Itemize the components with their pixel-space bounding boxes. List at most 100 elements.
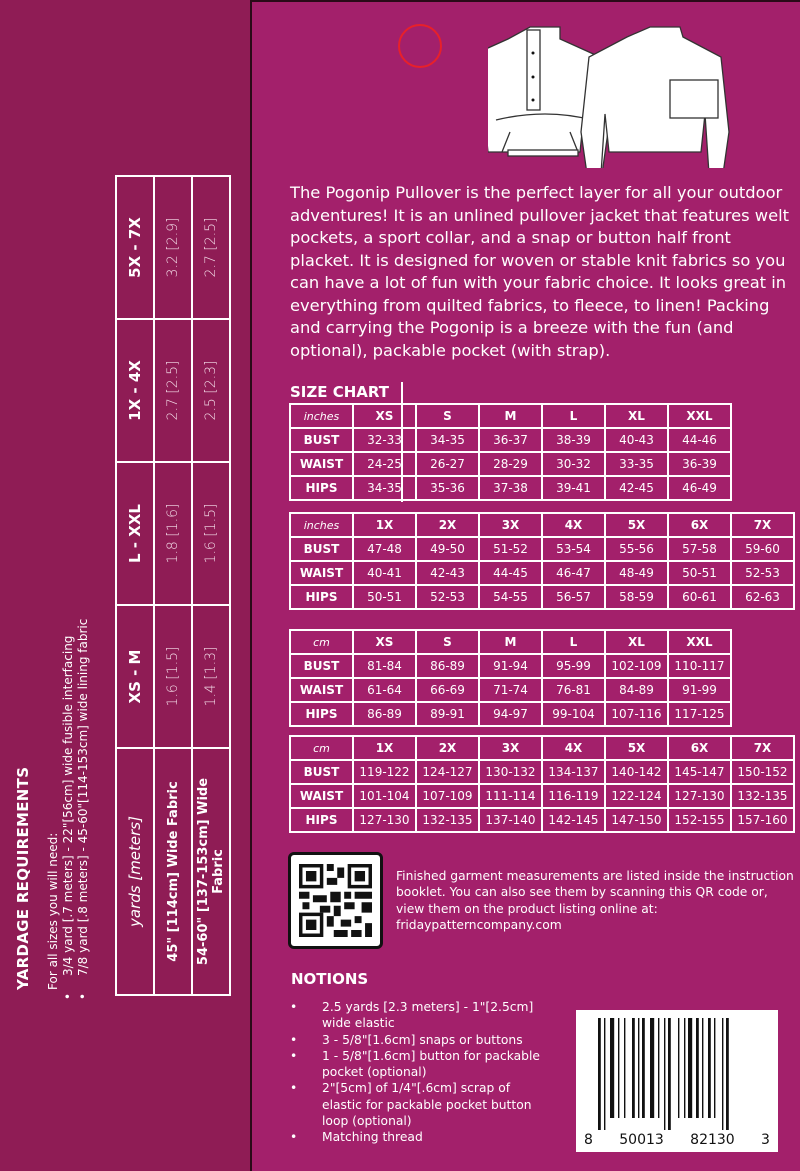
size-value: 91-94	[478, 653, 543, 679]
measurement-label: BUST	[289, 759, 354, 785]
barcode-bar	[668, 1018, 671, 1130]
measurement-label: HIPS	[289, 475, 354, 501]
barcode: 8 50013 82130 3	[576, 1010, 778, 1152]
size-value: 28-29	[478, 451, 543, 477]
size-header-row: cm 1X 2X 3X 4X 5X 6X 7X	[289, 735, 795, 761]
size-value: 150-152	[730, 759, 795, 785]
barcode-bars	[598, 1018, 729, 1130]
size-label: 2X	[415, 735, 480, 761]
notion-item: Matching thread	[290, 1129, 550, 1146]
size-value: 89-91	[415, 701, 480, 727]
barcode-bar	[678, 1018, 680, 1118]
size-label: XS	[352, 403, 417, 429]
barcode-bar	[664, 1018, 666, 1130]
barcode-bar	[604, 1018, 606, 1130]
yardage-cell: 1.6 [1.5]	[192, 462, 230, 605]
barcode-bar	[708, 1018, 711, 1118]
size-label: 7X	[730, 512, 795, 538]
size-value: 53-54	[541, 536, 606, 562]
size-label: 3X	[478, 512, 543, 538]
size-value: 62-63	[730, 584, 795, 610]
yardage-intro: For all sizes you will need: 3/4 yard [.…	[46, 619, 91, 990]
size-row: BUST 81-84 86-89 91-94 95-99 102-109 110-117	[289, 653, 732, 679]
size-value: 145-147	[667, 759, 732, 785]
red-circle-annotation	[398, 24, 442, 68]
size-value: 36-37	[478, 427, 543, 453]
size-value: 26-27	[415, 451, 480, 477]
size-value: 117-125	[667, 701, 732, 727]
barcode-bar	[618, 1018, 620, 1118]
text-cursor-line	[401, 382, 403, 502]
size-value: 110-117	[667, 653, 732, 679]
barcode-bar	[598, 1018, 601, 1130]
size-row: BUST 32-33 34-35 36-37 38-39 40-43 44-46	[289, 427, 732, 453]
size-value: 52-53	[730, 560, 795, 586]
size-value: 42-45	[604, 475, 669, 501]
size-value: 50-51	[352, 584, 417, 610]
size-value: 39-41	[541, 475, 606, 501]
size-value: 47-48	[352, 536, 417, 562]
size-value: 122-124	[604, 783, 669, 809]
size-label: 1X	[352, 512, 417, 538]
size-value: 101-104	[352, 783, 417, 809]
size-label: L	[541, 403, 606, 429]
size-value: 58-59	[604, 584, 669, 610]
size-value: 84-89	[604, 677, 669, 703]
size-value: 34-35	[352, 475, 417, 501]
yardage-cell: 2.5 [2.3]	[192, 319, 230, 462]
size-label: S	[415, 403, 480, 429]
size-label: 6X	[667, 512, 732, 538]
size-row: HIPS 50-51 52-53 54-55 56-57 58-59 60-61 62-63	[289, 584, 795, 610]
notions-title: NOTIONS	[291, 970, 369, 988]
size-label: XL	[604, 403, 669, 429]
size-value: 152-155	[667, 807, 732, 833]
size-value: 132-135	[730, 783, 795, 809]
size-label: 7X	[730, 735, 795, 761]
size-label: M	[478, 629, 543, 655]
unit-label: cm	[289, 735, 354, 761]
size-value: 35-36	[415, 475, 480, 501]
size-value: 76-81	[541, 677, 606, 703]
size-label: 1X	[352, 735, 417, 761]
size-value: 140-142	[604, 759, 669, 785]
yardage-cell: 1X - 4X	[116, 319, 154, 462]
size-label: XXL	[667, 403, 732, 429]
size-value: 116-119	[541, 783, 606, 809]
size-value: 56-57	[541, 584, 606, 610]
size-value: 107-109	[415, 783, 480, 809]
unit-label: inches	[289, 512, 354, 538]
size-row: WAIST 24-25 26-27 28-29 30-32 33-35 36-39	[289, 451, 732, 477]
size-value: 157-160	[730, 807, 795, 833]
size-value: 44-46	[667, 427, 732, 453]
barcode-bar	[658, 1018, 660, 1118]
size-row: BUST 47-48 49-50 51-52 53-54 55-56 57-58 59-60	[289, 536, 795, 562]
size-row: WAIST 61-64 66-69 71-74 76-81 84-89 91-99	[289, 677, 732, 703]
yardage-cell: 1.6 [1.5]	[154, 605, 192, 748]
pattern-description: The Pogonip Pullover is the perfect laye…	[290, 183, 790, 360]
size-value: 52-53	[415, 584, 480, 610]
yardage-bullet: 7/8 yard [.8 meters] - 45-60"[114-153cm]…	[76, 619, 91, 990]
barcode-bar	[688, 1018, 693, 1118]
size-table-inches-plus: inches 1X 2X 3X 4X 5X 6X 7X BUST 47-48 49-50 51-52 5…	[289, 512, 795, 610]
size-value: 130-132	[478, 759, 543, 785]
size-value: 30-32	[541, 451, 606, 477]
size-value: 137-140	[478, 807, 543, 833]
size-value: 37-38	[478, 475, 543, 501]
size-row: WAIST 40-41 42-43 44-45 46-47 48-49 50-51 52-53	[289, 560, 795, 586]
size-value: 33-35	[604, 451, 669, 477]
yardage-bullet: 3/4 yard [.7 meters] - 22"[56cm] wide fu…	[61, 619, 76, 990]
size-value: 86-89	[415, 653, 480, 679]
yardage-cell: L - XXL	[116, 462, 154, 605]
qr-description: Finished garment measurements are listed…	[396, 869, 794, 932]
size-header-row: cm XS S M L XL XXL	[289, 629, 732, 655]
size-value: 48-49	[604, 560, 669, 586]
yardage-panel: YARDAGE REQUIREMENTS For all sizes you w…	[0, 0, 250, 1171]
size-value: 66-69	[415, 677, 480, 703]
size-label: M	[478, 403, 543, 429]
size-value: 134-137	[541, 759, 606, 785]
yardage-cell: 2.7 [2.5]	[154, 319, 192, 462]
qr-code[interactable]	[288, 852, 383, 949]
size-value: 95-99	[541, 653, 606, 679]
size-value: 132-135	[415, 807, 480, 833]
size-value: 119-122	[352, 759, 417, 785]
